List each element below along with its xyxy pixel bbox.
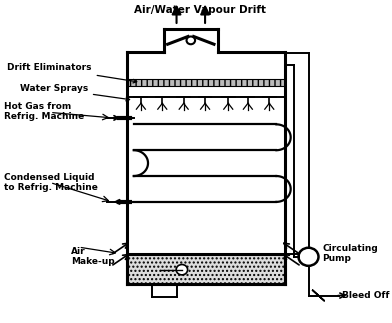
Text: Air
Make-up: Air Make-up — [71, 247, 115, 266]
Bar — [127, 79, 285, 86]
Text: Bleed Off: Bleed Off — [342, 291, 390, 300]
Text: Hot Gas from
Refrig. Machine: Hot Gas from Refrig. Machine — [4, 102, 84, 121]
Circle shape — [176, 265, 188, 275]
Bar — [127, 254, 285, 284]
Text: Circulating
Pump: Circulating Pump — [322, 244, 378, 263]
Text: Drift Eliminators: Drift Eliminators — [7, 63, 137, 83]
Text: Water Sprays: Water Sprays — [20, 84, 130, 101]
Text: Air/Water Vapour Drift: Air/Water Vapour Drift — [134, 5, 266, 15]
Circle shape — [187, 36, 195, 44]
Text: Condensed Liquid
to Refrig. Machine: Condensed Liquid to Refrig. Machine — [4, 173, 98, 192]
Circle shape — [299, 248, 318, 266]
